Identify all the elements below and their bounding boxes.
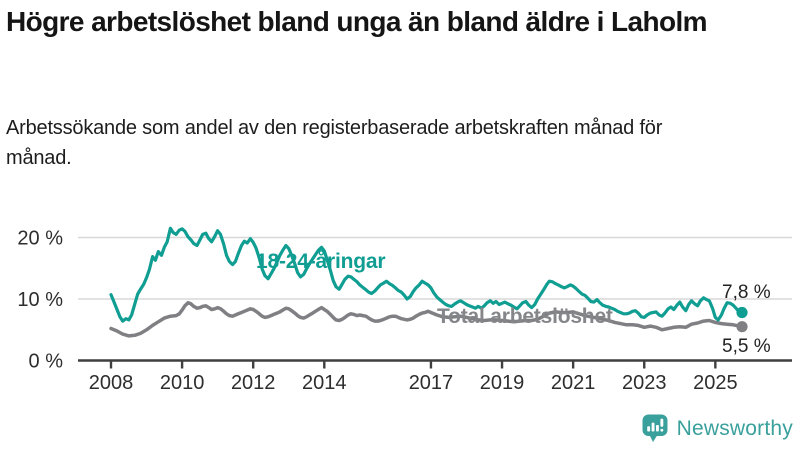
series-label-total: Total arbetslöshet bbox=[437, 305, 613, 328]
series-end-dot-youth bbox=[736, 306, 748, 319]
newsworthy-logo[interactable]: Newsworthy bbox=[641, 413, 793, 444]
y-tick-label: 10 % bbox=[17, 289, 63, 311]
x-tick-label: 2010 bbox=[160, 372, 205, 394]
x-tick-label: 2017 bbox=[409, 372, 454, 394]
chart-subtitle: Arbetssökande som andel av den registerb… bbox=[6, 117, 663, 169]
series-line-total bbox=[109, 300, 744, 338]
y-tick-label: 20 % bbox=[17, 228, 63, 250]
newsworthy-logo-text: Newsworthy bbox=[676, 416, 793, 440]
series-label-youth: 18-24-åringar bbox=[256, 250, 386, 273]
y-tick-label: 0 % bbox=[29, 351, 64, 373]
x-tick-label: 2019 bbox=[480, 372, 525, 394]
series-end-dot-total bbox=[736, 321, 748, 333]
x-tick-label: 2008 bbox=[89, 372, 134, 394]
x-tick-label: 2021 bbox=[551, 372, 596, 394]
x-tick-label: 2025 bbox=[693, 372, 738, 394]
newsworthy-logo-icon bbox=[642, 414, 668, 442]
x-tick-label: 2014 bbox=[302, 372, 347, 394]
end-value-total: 5,5 % bbox=[722, 336, 771, 357]
page-title: Högre arbetslöshet bland unga än bland ä… bbox=[6, 6, 708, 37]
end-value-youth: 7,8 % bbox=[722, 282, 771, 303]
x-tick-label: 2012 bbox=[231, 372, 276, 394]
chart-header: Högre arbetslöshet bland unga än bland ä… bbox=[6, 0, 708, 37]
series-line-youth bbox=[109, 226, 744, 323]
x-tick-label: 2023 bbox=[622, 372, 667, 394]
